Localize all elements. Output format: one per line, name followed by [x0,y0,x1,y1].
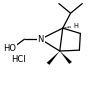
Text: H: H [74,23,78,29]
Text: N: N [37,35,44,44]
Text: HO: HO [3,44,16,53]
Polygon shape [47,51,60,65]
Text: HCl: HCl [11,55,25,64]
Polygon shape [60,51,72,64]
